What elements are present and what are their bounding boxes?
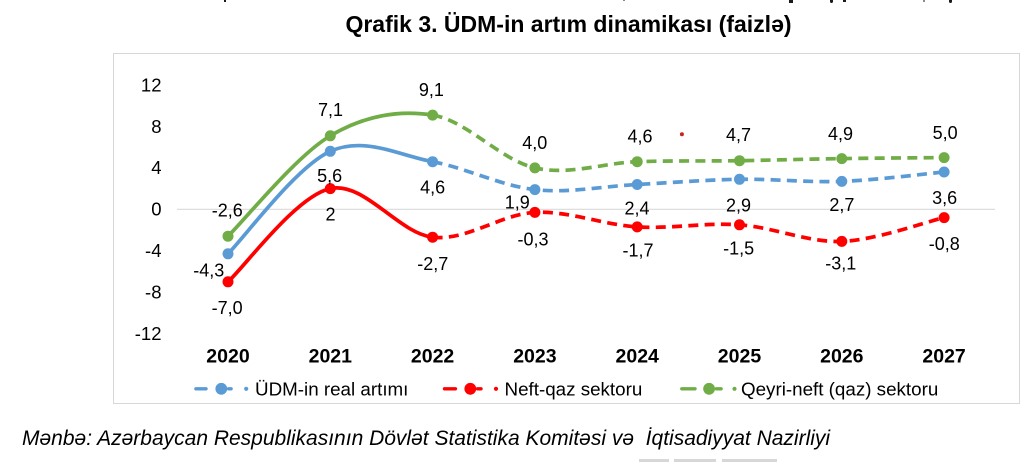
svg-text:-2,6: -2,6 bbox=[212, 200, 243, 220]
svg-text:4,6: 4,6 bbox=[420, 177, 445, 197]
svg-text:12: 12 bbox=[141, 74, 162, 95]
svg-text:-3,1: -3,1 bbox=[825, 253, 856, 273]
svg-text:4,7: 4,7 bbox=[726, 125, 751, 145]
svg-text:2024: 2024 bbox=[616, 346, 660, 368]
svg-text:-12: -12 bbox=[135, 323, 162, 344]
svg-text:8: 8 bbox=[151, 116, 161, 137]
svg-text:2027: 2027 bbox=[922, 346, 965, 368]
svg-text:2022: 2022 bbox=[411, 346, 455, 368]
svg-text:1,9: 1,9 bbox=[505, 193, 530, 213]
svg-text:-0,3: -0,3 bbox=[517, 230, 548, 250]
svg-text:Qeyri-neft (qaz) sektoru: Qeyri-neft (qaz) sektoru bbox=[741, 379, 938, 400]
svg-text:9,1: 9,1 bbox=[419, 80, 444, 100]
svg-text:7,1: 7,1 bbox=[318, 100, 343, 120]
svg-text:4,9: 4,9 bbox=[828, 124, 853, 144]
svg-text:2020: 2020 bbox=[206, 346, 250, 368]
svg-text:2: 2 bbox=[325, 205, 335, 225]
svg-text:-2,7: -2,7 bbox=[417, 254, 448, 274]
svg-text:5,0: 5,0 bbox=[933, 123, 958, 143]
svg-text:-4,3: -4,3 bbox=[193, 260, 224, 280]
svg-text:0: 0 bbox=[151, 199, 161, 220]
svg-text:-0,8: -0,8 bbox=[929, 234, 960, 254]
svg-text:2,7: 2,7 bbox=[829, 195, 854, 215]
svg-text:2025: 2025 bbox=[718, 346, 762, 368]
svg-text:-4: -4 bbox=[145, 240, 161, 261]
svg-text:2,9: 2,9 bbox=[726, 195, 751, 215]
svg-text:-1,5: -1,5 bbox=[723, 238, 754, 258]
svg-text:ÜDM-in real artımı: ÜDM-in real artımı bbox=[255, 379, 408, 400]
svg-text:2,4: 2,4 bbox=[624, 198, 649, 218]
svg-text:Neft-qaz sektoru: Neft-qaz sektoru bbox=[505, 379, 643, 400]
svg-text:2023: 2023 bbox=[513, 346, 557, 368]
svg-text:-7,0: -7,0 bbox=[212, 298, 243, 318]
svg-text:5,6: 5,6 bbox=[317, 166, 342, 186]
svg-text:-1,7: -1,7 bbox=[622, 240, 653, 260]
svg-text:4: 4 bbox=[151, 157, 161, 178]
svg-text:4,0: 4,0 bbox=[522, 133, 547, 153]
svg-text:2026: 2026 bbox=[820, 346, 864, 368]
svg-text:2021: 2021 bbox=[309, 346, 353, 368]
svg-text:3,6: 3,6 bbox=[932, 188, 957, 208]
svg-text:4,6: 4,6 bbox=[627, 126, 652, 146]
svg-text:-8: -8 bbox=[145, 281, 161, 302]
